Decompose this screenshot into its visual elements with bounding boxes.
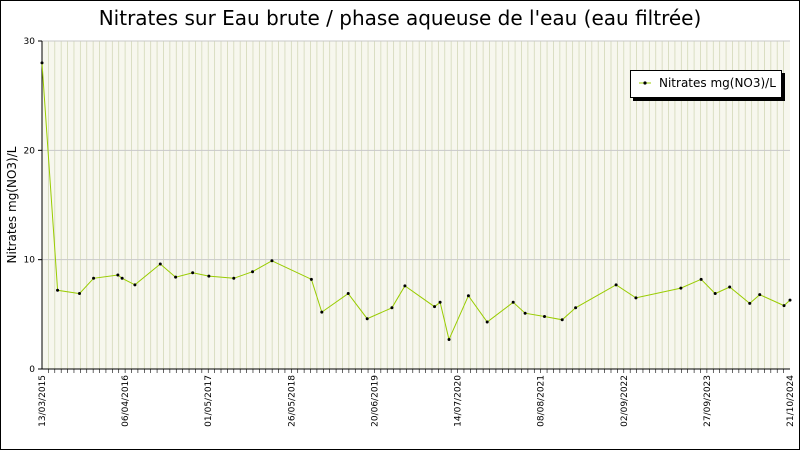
data-point [574, 306, 578, 310]
data-point [485, 320, 489, 324]
data-point [728, 285, 732, 289]
x-tick-label: 27/09/2023 [703, 375, 713, 427]
data-point [270, 259, 274, 263]
data-point [403, 284, 407, 288]
data-point [309, 277, 313, 281]
data-point [447, 337, 451, 341]
data-point [207, 274, 211, 278]
data-point [390, 306, 394, 310]
y-axis-label: Nitrates mg(NO3)/L [5, 146, 19, 263]
data-point [191, 271, 195, 275]
data-point [713, 292, 717, 296]
data-point [523, 311, 527, 315]
y-tick-label: 10 [24, 256, 36, 266]
x-tick-label: 08/08/2021 [537, 375, 547, 427]
data-point [158, 262, 162, 266]
data-point [748, 301, 752, 305]
x-tick-label: 13/03/2015 [38, 375, 48, 427]
data-point [365, 317, 369, 321]
data-point [56, 288, 60, 292]
data-point [511, 300, 515, 304]
x-tick-label: 26/05/2018 [287, 375, 297, 427]
series-line [41, 62, 791, 342]
y-tick-label: 20 [24, 146, 36, 156]
x-tick-label: 14/07/2020 [454, 375, 464, 427]
x-tick-label: 06/04/2016 [121, 375, 131, 427]
data-point [679, 286, 683, 290]
legend-entry-nitrates: Nitrates mg(NO3)/L [659, 76, 776, 90]
x-tick-label: 21/10/2024 [786, 375, 796, 427]
data-point [560, 318, 564, 322]
data-point [634, 296, 638, 300]
data-point [92, 276, 96, 280]
y-tick-label: 30 [24, 37, 36, 47]
data-point [78, 292, 82, 296]
y-tick-label: 0 [29, 365, 35, 375]
data-point [466, 294, 470, 298]
chart-title: Nitrates sur Eau brute / phase aqueuse d… [98, 6, 702, 30]
data-point [758, 293, 762, 297]
x-tick-label: 02/09/2022 [620, 375, 630, 427]
data-point [320, 310, 324, 314]
x-tick-label: 01/05/2017 [204, 375, 214, 427]
data-point [40, 61, 44, 65]
data-point [543, 315, 547, 319]
data-point [788, 298, 792, 302]
data-point [782, 304, 786, 308]
data-point [438, 300, 442, 304]
data-point [133, 283, 137, 287]
x-tick-label: 20/06/2019 [370, 375, 380, 427]
data-point [614, 283, 618, 287]
data-point [433, 305, 437, 309]
data-point [699, 277, 703, 281]
data-point [120, 276, 124, 280]
data-point [232, 276, 236, 280]
data-point [174, 275, 178, 279]
legend-marker-icon [639, 81, 651, 85]
data-point [346, 292, 350, 296]
legend: Nitrates mg(NO3)/L [630, 70, 782, 98]
data-point [116, 273, 120, 277]
data-point [251, 270, 255, 274]
